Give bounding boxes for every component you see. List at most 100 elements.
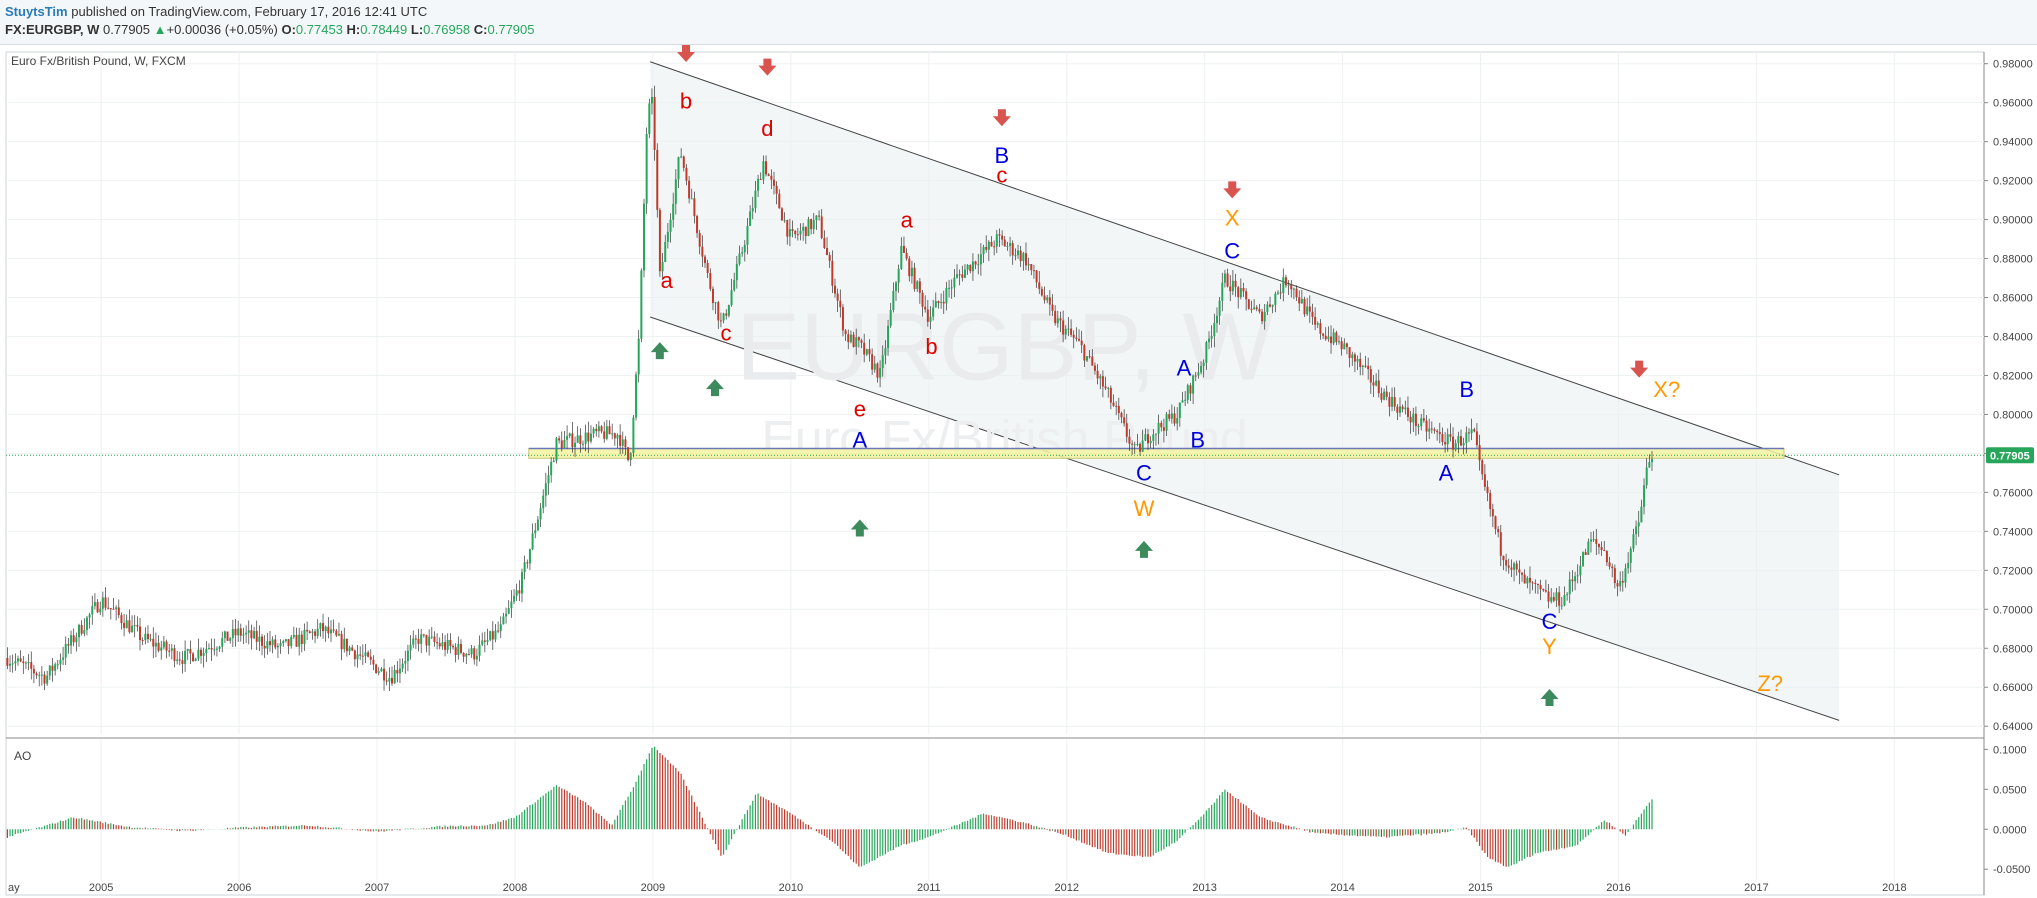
close-label: C: xyxy=(473,22,488,37)
chart-title: Euro Fx/British Pound, W, FXCM xyxy=(11,54,186,68)
up-arrow-icon xyxy=(1540,688,1559,706)
candle-body xyxy=(640,270,643,339)
candle-body xyxy=(454,647,457,655)
candle-body xyxy=(534,530,537,534)
candle-body xyxy=(1022,253,1025,262)
candle-body xyxy=(282,641,285,644)
candle-body xyxy=(1597,543,1600,548)
candle-body xyxy=(889,309,892,326)
candle-body xyxy=(1335,332,1338,343)
candle-body xyxy=(857,337,860,341)
candle-body xyxy=(727,305,730,316)
candle-body xyxy=(887,325,890,349)
candle-body xyxy=(250,630,253,639)
time-axis[interactable]: ay 2005 2006 2007 2008 2009 2010 2011 2012 2013 20… xyxy=(8,882,1907,894)
candle-body xyxy=(1030,264,1033,271)
candle-body xyxy=(1099,376,1102,379)
candle-body xyxy=(1165,414,1168,431)
candle-body xyxy=(1441,434,1444,443)
candle-body xyxy=(804,226,807,237)
candle-body xyxy=(1263,311,1266,322)
symbol-label: FX:EURGBP, W xyxy=(5,22,100,37)
price-axis[interactable]: 0.98000 0.96000 0.94000 0.92000 0.90000 0.880… xyxy=(1984,59,2034,877)
candle-body xyxy=(977,264,980,266)
candle-body xyxy=(1035,270,1038,283)
candle-body xyxy=(1611,566,1614,569)
candle-body xyxy=(343,638,346,650)
candle-body xyxy=(589,433,592,442)
candle-body xyxy=(1473,429,1476,432)
y-tick-label: 0.86000 xyxy=(1993,293,2033,305)
candle-body xyxy=(1467,432,1470,434)
candle-body xyxy=(953,277,956,288)
x-tick-label: 2012 xyxy=(1054,882,1078,894)
candle-body xyxy=(1322,333,1325,336)
chart-area[interactable]: EURGBP, W Euro Fx/British Pound bdaceabc… xyxy=(0,44,2037,898)
candle-body xyxy=(597,426,600,432)
candle-body xyxy=(117,607,120,616)
author-link[interactable]: StuytsTim xyxy=(5,4,68,19)
candle-body xyxy=(1131,443,1134,445)
candle-body xyxy=(1080,340,1083,346)
candle-body xyxy=(1422,418,1425,421)
candle-body xyxy=(369,656,372,660)
candle-body xyxy=(616,434,619,439)
candle-body xyxy=(72,635,75,643)
candle-body xyxy=(796,234,799,236)
candle-body xyxy=(1613,568,1616,584)
candle-body xyxy=(337,633,340,636)
candle-body xyxy=(1003,239,1006,247)
candle-body xyxy=(1088,356,1091,358)
candle-body xyxy=(1125,423,1128,437)
y-tick-label: 0.74000 xyxy=(1993,526,2033,538)
candle-body xyxy=(1605,551,1608,563)
candle-body xyxy=(900,245,903,269)
candle-body xyxy=(290,637,293,647)
y-tick-label: 0.90000 xyxy=(1993,215,2033,227)
last-price-tag xyxy=(1986,447,2034,464)
candle-body xyxy=(574,442,577,448)
candle-body xyxy=(152,638,155,647)
candle-body xyxy=(1481,460,1484,475)
candle-body xyxy=(826,248,829,256)
candle-body xyxy=(1024,253,1027,266)
candle-body xyxy=(1316,323,1319,325)
candle-body xyxy=(51,665,54,671)
open-label: O: xyxy=(281,22,296,37)
candle-body xyxy=(1157,422,1160,434)
candle-body xyxy=(956,274,959,278)
candle-body xyxy=(746,225,749,245)
candle-body xyxy=(263,645,266,649)
candle-body xyxy=(1367,365,1370,370)
candle-body xyxy=(579,435,582,445)
candle-body xyxy=(329,629,332,634)
candle-body xyxy=(879,368,882,378)
candle-body xyxy=(1388,396,1391,407)
candle-body xyxy=(1091,356,1094,366)
candle-body xyxy=(1178,402,1181,419)
candle-body xyxy=(961,274,964,278)
candle-body xyxy=(685,167,688,181)
candle-body xyxy=(656,149,659,210)
candle-body xyxy=(1361,365,1364,368)
candle-body xyxy=(22,661,25,664)
down-arrow-icon xyxy=(992,109,1011,127)
candle-body xyxy=(1627,562,1630,569)
candle-body xyxy=(133,625,136,627)
up-arrow-icon xyxy=(1134,540,1153,558)
candle-body xyxy=(176,659,179,661)
candle-body xyxy=(1428,428,1431,432)
candle-body xyxy=(1353,354,1356,362)
candle-body xyxy=(64,643,67,658)
candle-body xyxy=(876,363,879,378)
candle-body xyxy=(544,483,547,496)
candle-body xyxy=(1308,306,1311,312)
candle-body xyxy=(194,658,197,662)
candle-body xyxy=(1117,405,1120,414)
wave-label: c xyxy=(721,320,732,345)
candle-body xyxy=(1574,576,1577,582)
open-value: 0.77453 xyxy=(295,22,343,37)
candle-body xyxy=(1337,341,1340,343)
candle-body xyxy=(412,638,415,645)
candle-body xyxy=(202,652,205,656)
